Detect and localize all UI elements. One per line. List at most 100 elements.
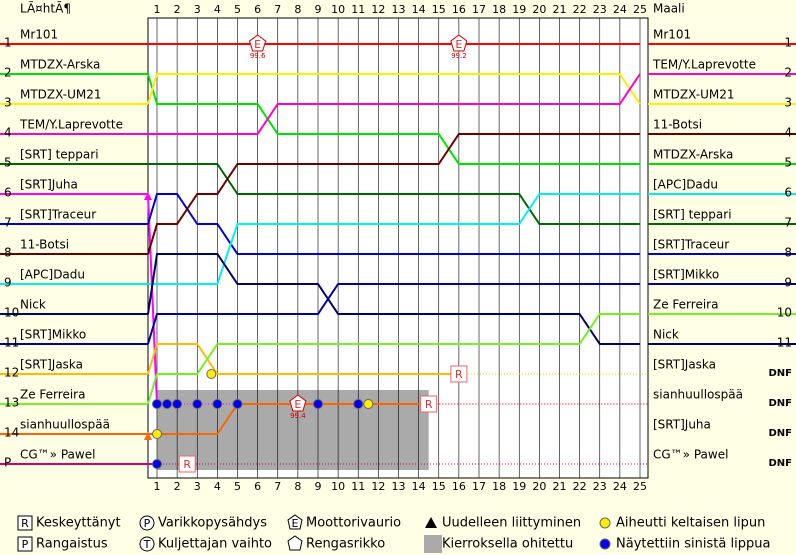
engine-icon bbox=[450, 34, 468, 52]
finish-result: 6 bbox=[784, 186, 792, 200]
lap-number: 12 bbox=[371, 3, 385, 16]
finish-name: [SRT] teppari bbox=[653, 208, 732, 222]
start-name: CG™» Pawel bbox=[20, 448, 95, 462]
lap-number: 2 bbox=[174, 3, 181, 16]
flag-dot bbox=[162, 399, 173, 409]
lap-number: 9 bbox=[315, 480, 322, 493]
icon-symbol: R bbox=[183, 458, 191, 471]
legend-label: Kierroksella ohitettu bbox=[442, 537, 573, 552]
driver-line bbox=[147, 313, 640, 405]
finish-result: 7 bbox=[784, 216, 792, 230]
finish-result: 3 bbox=[784, 96, 792, 110]
lap-number: 21 bbox=[553, 480, 567, 493]
row-label: 10 bbox=[4, 306, 19, 320]
lap-number: 6 bbox=[254, 480, 261, 493]
lap-number: 22 bbox=[573, 480, 587, 493]
legend-label: Varikkopysähdys bbox=[158, 516, 267, 531]
engine-icon bbox=[249, 34, 267, 52]
legend-symbol-letter: R bbox=[21, 517, 29, 530]
lap-number: 10 bbox=[331, 3, 345, 16]
lap-number: 24 bbox=[613, 480, 627, 493]
lap-number: 9 bbox=[315, 3, 322, 16]
start-title: LÃ¤htÃ¶ bbox=[20, 1, 71, 16]
legend-symbol-letter: T bbox=[143, 538, 151, 551]
start-name: 11-Botsi bbox=[20, 238, 69, 252]
finish-result: DNF bbox=[768, 398, 792, 409]
driver-line bbox=[148, 73, 641, 135]
row-label: 8 bbox=[4, 246, 12, 260]
driver-line bbox=[147, 133, 640, 255]
lap-number: 16 bbox=[452, 3, 466, 16]
driver-line bbox=[147, 343, 459, 375]
lap-number: 21 bbox=[553, 3, 567, 16]
finish-name: Mr101 bbox=[653, 28, 691, 42]
row-label: 4 bbox=[4, 126, 12, 140]
finish-title: Maali bbox=[653, 2, 685, 16]
driver-line bbox=[147, 193, 640, 255]
lap-number: 18 bbox=[492, 3, 506, 16]
lap-number: 23 bbox=[593, 480, 607, 493]
legend-symbol bbox=[424, 535, 442, 553]
legend-symbol-letter: E bbox=[292, 517, 299, 530]
row-label: 11 bbox=[4, 336, 19, 350]
row-label: 7 bbox=[4, 216, 12, 230]
lap-number: 16 bbox=[452, 480, 466, 493]
driver-line bbox=[148, 163, 640, 225]
icon-symbol: E bbox=[254, 38, 261, 51]
lap-number: 17 bbox=[472, 3, 486, 16]
flag-dot bbox=[192, 399, 203, 409]
lap-number: 14 bbox=[412, 480, 426, 493]
finish-result: 10 bbox=[777, 306, 792, 320]
legend-symbol bbox=[139, 515, 155, 531]
finish-name: TEM/Y.Laprevotte bbox=[652, 58, 756, 72]
lap-number: 8 bbox=[294, 480, 301, 493]
start-name: [SRT]Traceur bbox=[20, 208, 96, 222]
lap-number: 1 bbox=[154, 3, 161, 16]
flag-dot bbox=[172, 399, 183, 409]
icon-note: 99.6 bbox=[250, 52, 266, 60]
lap-number: 3 bbox=[194, 480, 201, 493]
start-name: Nick bbox=[20, 298, 46, 312]
lap-number: 22 bbox=[573, 3, 587, 16]
lap-number: 4 bbox=[214, 480, 221, 493]
legend-symbol bbox=[139, 536, 155, 552]
lap-number: 15 bbox=[432, 3, 446, 16]
driver-line bbox=[147, 73, 640, 165]
row-label: 12 bbox=[4, 366, 19, 380]
legend-label: Aiheutti keltaisen lipun bbox=[616, 516, 765, 531]
finish-result: 5 bbox=[784, 156, 792, 170]
icon-note: 99.4 bbox=[290, 412, 306, 420]
legend-label: Rengasrikko bbox=[306, 537, 385, 552]
retire-icon bbox=[450, 365, 468, 383]
lap-number: 13 bbox=[392, 3, 406, 16]
lap-number: 19 bbox=[512, 3, 526, 16]
rejoin-marker bbox=[144, 192, 152, 200]
icon-symbol: R bbox=[455, 368, 463, 381]
finish-result: 4 bbox=[784, 126, 792, 140]
lap-number: 10 bbox=[331, 480, 345, 493]
icon-symbol: R bbox=[425, 398, 433, 411]
driver-line bbox=[147, 253, 640, 345]
flag-dot bbox=[152, 399, 162, 409]
start-name: [SRT] teppari bbox=[20, 148, 99, 162]
retire-icon bbox=[420, 395, 438, 413]
lap-number: 14 bbox=[412, 3, 426, 16]
lap-number: 15 bbox=[432, 480, 446, 493]
row-label: 5 bbox=[4, 156, 12, 170]
finish-result: DNF bbox=[768, 458, 792, 469]
finish-result: 11 bbox=[777, 336, 792, 350]
lap-number: 24 bbox=[613, 3, 627, 16]
icon-note: 99.2 bbox=[451, 52, 467, 60]
engine-icon bbox=[289, 394, 307, 412]
start-name: [APC]Dadu bbox=[20, 268, 85, 282]
row-label: 9 bbox=[4, 276, 12, 290]
flag-dot bbox=[353, 399, 364, 409]
lap-number: 12 bbox=[371, 480, 385, 493]
finish-name: CG™» Pawel bbox=[653, 448, 728, 462]
start-name: [SRT]Mikko bbox=[20, 328, 86, 342]
finish-name: [APC]Dadu bbox=[653, 178, 718, 192]
legend-label: Kuljettajan vaihto bbox=[158, 537, 272, 552]
icon-symbol: E bbox=[455, 38, 462, 51]
lap-number: 20 bbox=[532, 480, 546, 493]
